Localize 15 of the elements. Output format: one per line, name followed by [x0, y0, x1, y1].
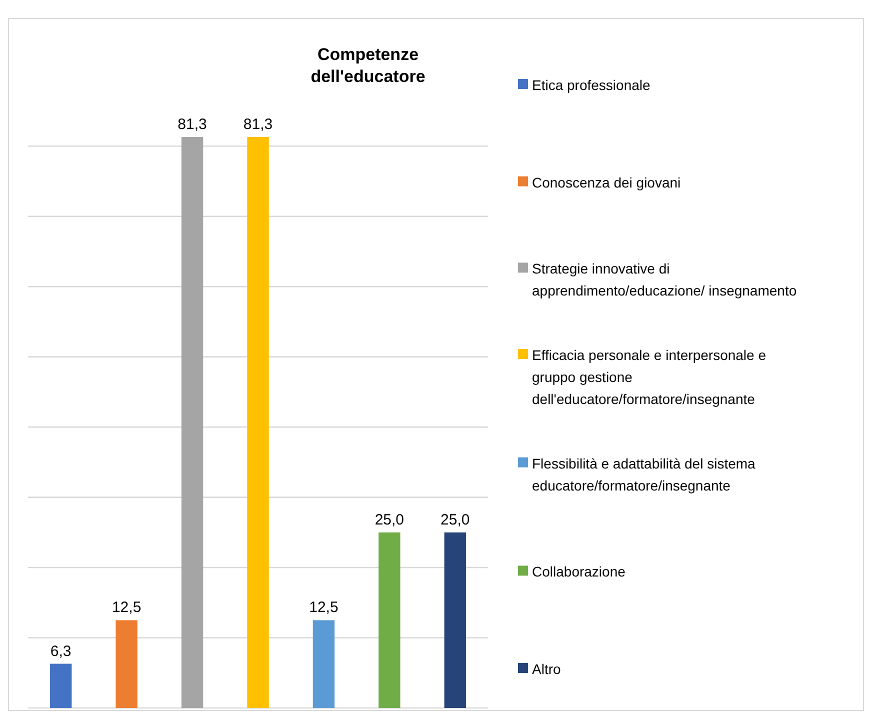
data-label: 25,0 — [440, 511, 470, 528]
chart-title: Competenze dell'educatore — [310, 45, 426, 86]
data-label: 25,0 — [374, 511, 404, 528]
legend-label: Efficacia personale e interpersonale e gruppo gestione dell'educatore/formatore/insegnante — [532, 347, 766, 407]
legend-label: Altro — [532, 661, 561, 677]
legend-label: Etica professionale — [532, 77, 651, 93]
legend-label: Flessibilità e adattabilità del sistema educatore/formatore/insegnante — [532, 455, 756, 494]
legend-label: Collaborazione — [532, 564, 626, 580]
data-label: 12,5 — [309, 599, 338, 616]
data-label: 81,3 — [243, 116, 273, 133]
data-label: 12,5 — [112, 599, 142, 616]
legend-label: Strategie innovative di apprendimento/educazione/ insegnamento — [532, 260, 797, 299]
data-label: 6,3 — [50, 642, 72, 660]
data-label: 81,3 — [178, 116, 207, 133]
legend-label: Conoscenza dei giovani — [532, 174, 681, 190]
